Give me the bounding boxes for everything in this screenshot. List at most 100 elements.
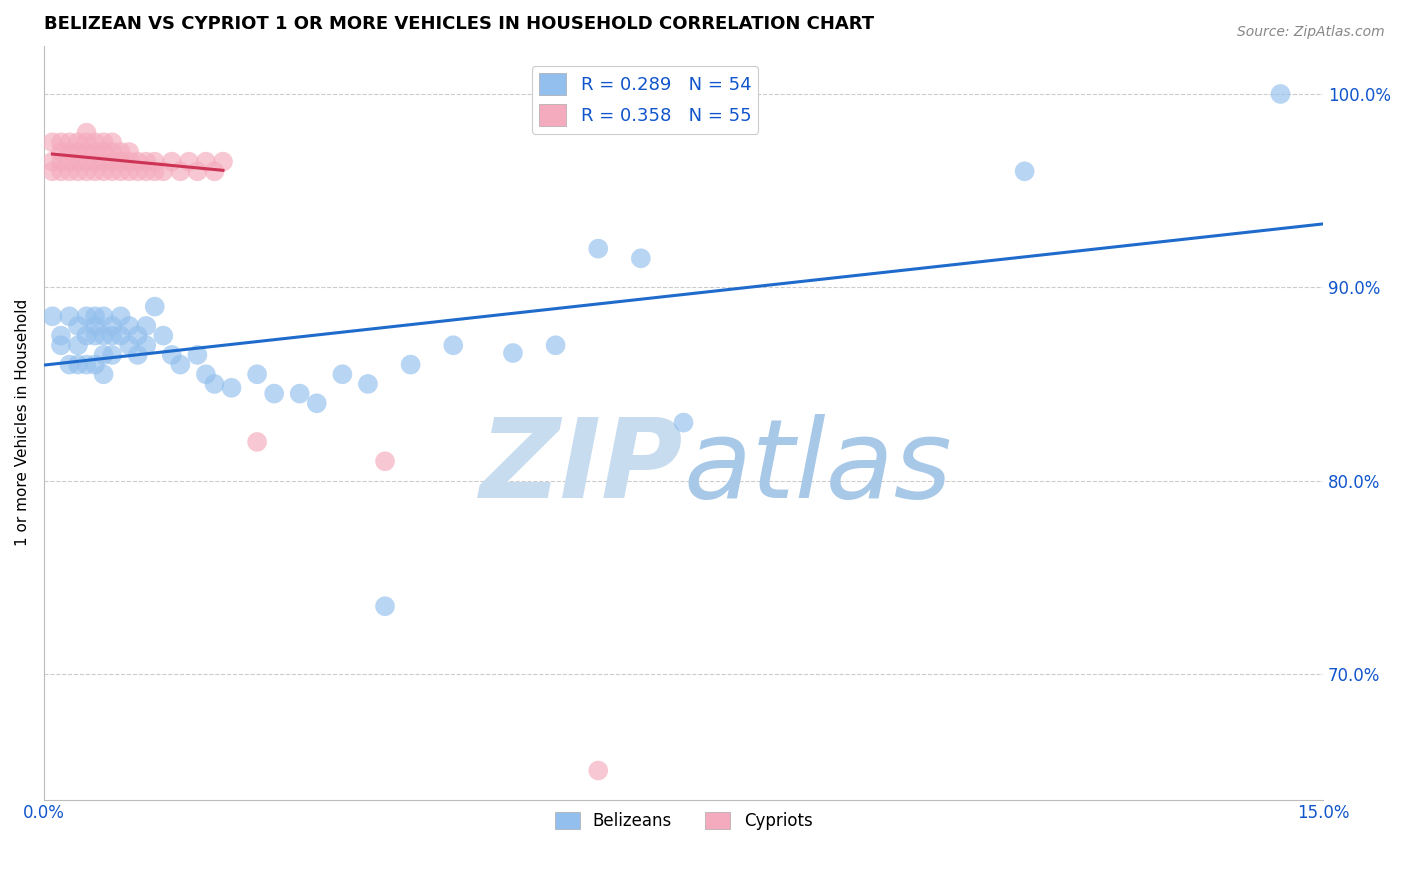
Point [118,338,141,352]
Point [118,154,141,169]
Text: Source: ZipAtlas.com: Source: ZipAtlas.com [1237,25,1385,39]
Point [58,145,80,159]
Point [49,338,72,352]
Point [58,310,80,324]
Point [84,154,107,169]
Point [143,300,166,314]
Point [177,154,200,169]
Text: BELIZEAN VS CYPRIOT 1 OR MORE VEHICLES IN HOUSEHOLD CORRELATION CHART: BELIZEAN VS CYPRIOT 1 OR MORE VEHICLES I… [44,15,875,33]
Point [49,164,72,178]
Point [101,328,124,343]
Point [58,358,80,372]
Point [93,348,115,362]
Point [93,145,115,159]
Point [374,454,396,468]
Point [135,338,157,352]
Point [194,154,217,169]
Point [374,599,396,614]
Point [357,376,380,391]
Point [127,164,149,178]
Point [49,145,72,159]
Point [221,381,243,395]
Point [204,376,226,391]
Point [186,164,208,178]
Point [101,348,124,362]
Point [186,348,208,362]
Point [76,136,98,150]
Point [399,358,422,372]
Point [672,416,695,430]
Point [76,145,98,159]
Y-axis label: 1 or more Vehicles in Household: 1 or more Vehicles in Household [15,299,30,546]
Point [143,154,166,169]
Point [84,145,107,159]
Point [118,164,141,178]
Point [101,145,124,159]
Point [84,310,107,324]
Point [101,164,124,178]
Point [127,348,149,362]
Point [194,368,217,382]
Point [84,318,107,333]
Point [586,764,609,778]
Point [1014,164,1036,178]
Point [93,328,115,343]
Point [58,136,80,150]
Point [544,338,567,352]
Point [118,318,141,333]
Point [110,145,132,159]
Point [84,358,107,372]
Point [76,126,98,140]
Point [93,154,115,169]
Point [204,164,226,178]
Point [502,346,524,360]
Point [41,154,63,169]
Point [76,328,98,343]
Point [84,164,107,178]
Point [110,328,132,343]
Text: ZIP: ZIP [479,414,683,521]
Point [263,386,285,401]
Point [58,164,80,178]
Point [76,154,98,169]
Point [246,434,269,449]
Point [93,164,115,178]
Point [84,136,107,150]
Point [586,242,609,256]
Point [66,164,89,178]
Point [110,154,132,169]
Point [101,154,124,169]
Point [630,252,652,266]
Point [41,164,63,178]
Point [152,328,174,343]
Text: atlas: atlas [683,414,952,521]
Point [41,310,63,324]
Point [93,368,115,382]
Point [66,145,89,159]
Point [160,154,183,169]
Point [160,348,183,362]
Legend: Belizeans, Cypriots: Belizeans, Cypriots [548,805,820,837]
Point [49,328,72,343]
Point [66,318,89,333]
Point [288,386,311,401]
Point [135,154,157,169]
Point [58,154,80,169]
Point [93,136,115,150]
Point [66,136,89,150]
Point [127,328,149,343]
Point [101,136,124,150]
Point [127,154,149,169]
Point [332,368,354,382]
Point [76,358,98,372]
Point [84,328,107,343]
Point [246,368,269,382]
Point [1270,87,1292,101]
Point [135,164,157,178]
Point [66,154,89,169]
Point [49,136,72,150]
Point [118,145,141,159]
Point [76,310,98,324]
Point [441,338,464,352]
Point [66,358,89,372]
